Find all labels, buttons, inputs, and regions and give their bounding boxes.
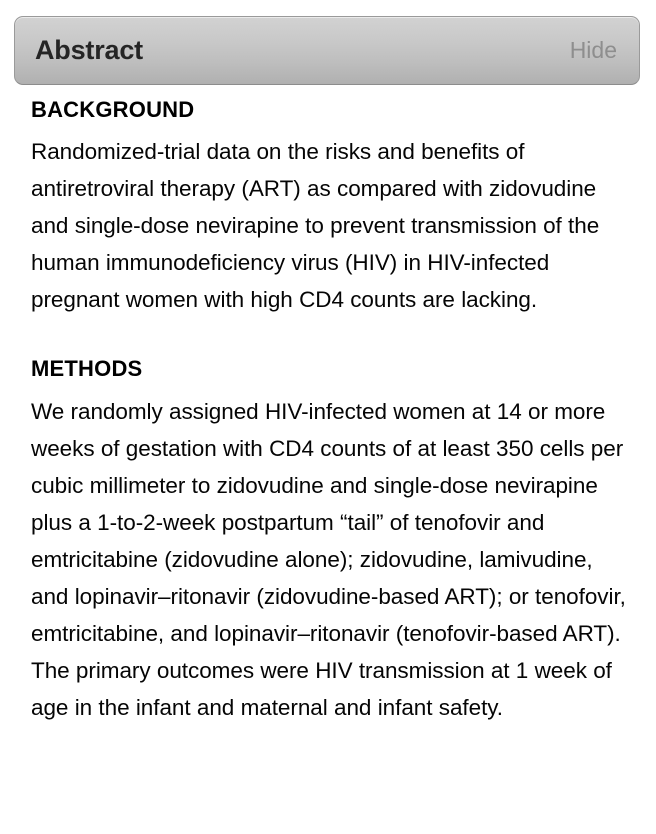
page-title: Abstract [35,35,143,65]
abstract-body: BACKGROUND Randomized-trial data on the … [31,97,631,726]
section-text-background: Randomized-trial data on the risks and b… [31,139,600,313]
section-text-methods: We randomly assigned HIV-infected women … [31,398,626,720]
abstract-section-header-bar[interactable]: Abstract Hide [14,16,640,85]
section-heading-methods: METHODS [31,356,143,382]
abstract-section-methods: METHODS We randomly assigned HIV-infecte… [31,356,631,725]
abstract-section-background: BACKGROUND Randomized-trial data on the … [31,97,631,318]
hide-toggle-button[interactable]: Hide [569,37,617,63]
section-heading-background: BACKGROUND [31,97,195,122]
